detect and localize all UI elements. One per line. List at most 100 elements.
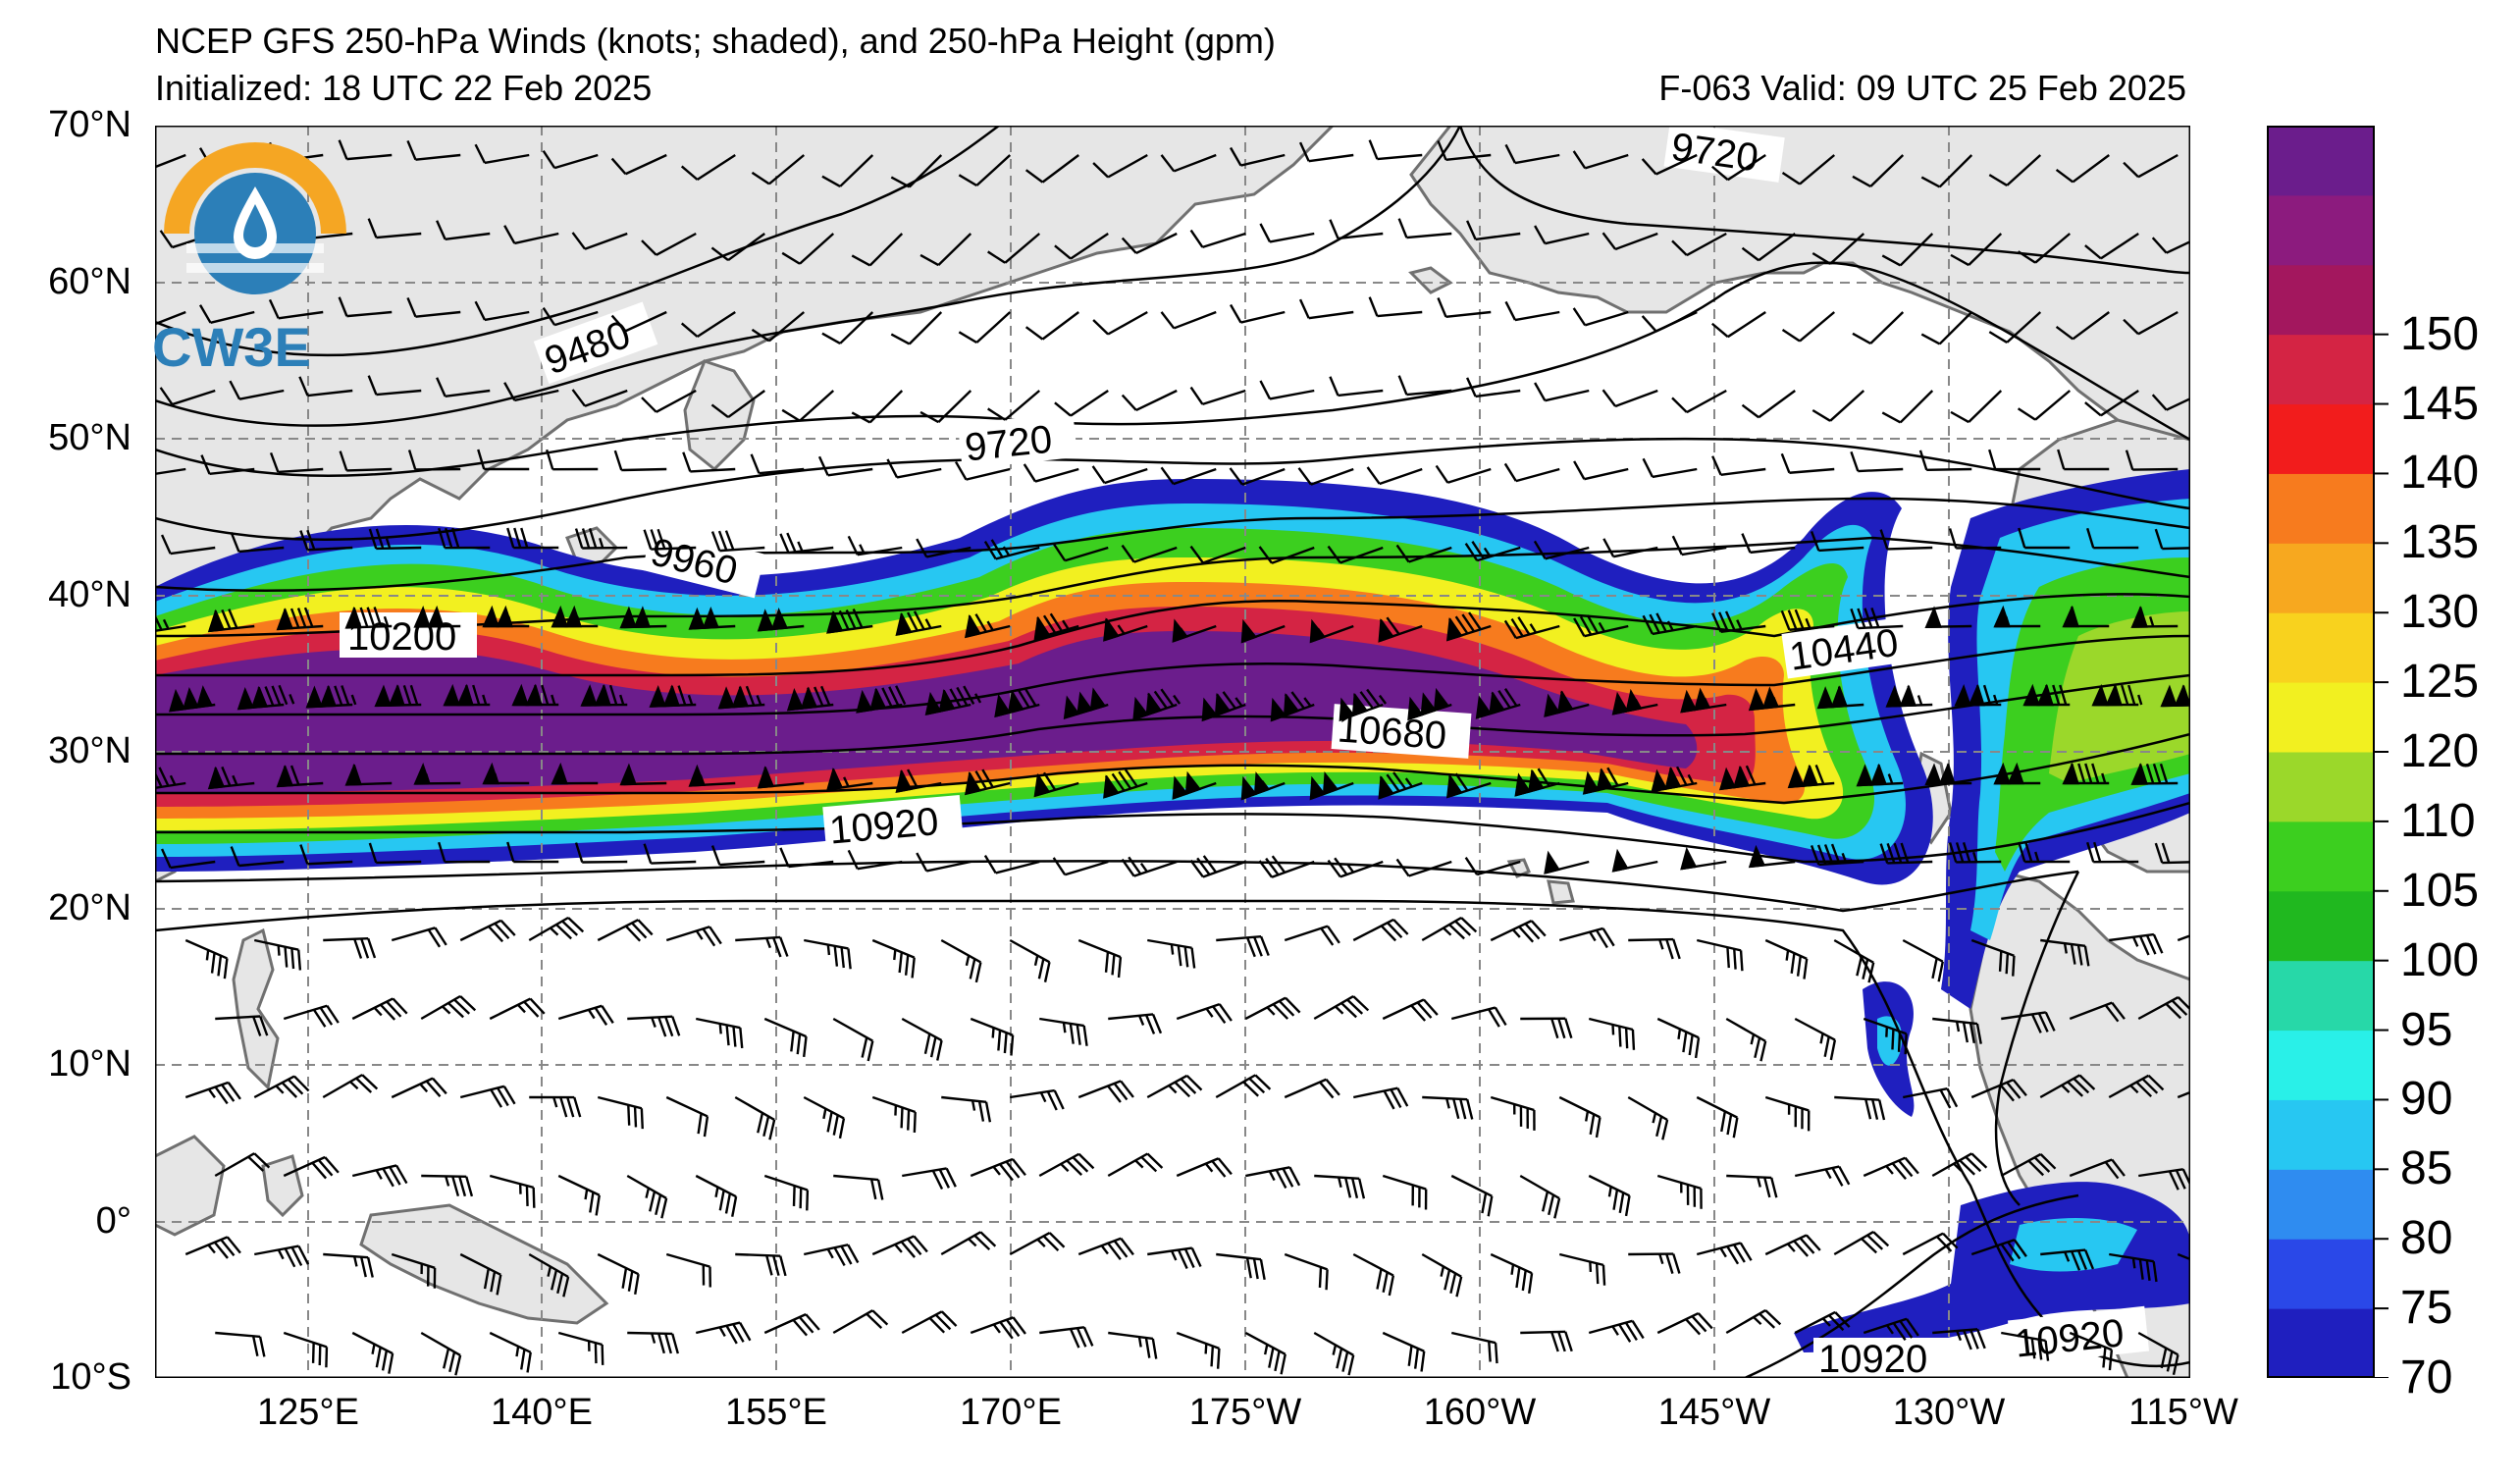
wind-barb xyxy=(916,538,971,558)
wind-barb xyxy=(1464,541,1521,562)
wind-barb xyxy=(2177,1252,2190,1272)
wind-barb xyxy=(940,1231,997,1256)
wind-barb xyxy=(1558,927,1615,949)
wind-barb xyxy=(1850,450,1904,473)
wind-barb xyxy=(1602,538,1658,558)
wind-barb xyxy=(964,768,1011,796)
contour-10560 xyxy=(155,732,2190,805)
colorbar-block xyxy=(2268,1169,2374,1240)
wind-barb xyxy=(1642,612,1698,636)
wind-barb xyxy=(1881,233,1934,267)
wind-barb xyxy=(1503,462,1560,483)
wind-barb xyxy=(2084,232,2139,260)
wind-barb xyxy=(1671,389,1727,414)
wind-barb xyxy=(528,1252,570,1298)
wind-barb xyxy=(2057,449,2110,471)
wind-barb xyxy=(901,1017,943,1061)
wind-barb xyxy=(1103,617,1148,642)
wind-barb xyxy=(1954,683,2002,707)
wind-barb xyxy=(871,938,916,979)
colorbar-tick-label: 105 xyxy=(2400,864,2480,917)
wind-barb xyxy=(1270,691,1315,722)
wind-barb xyxy=(1366,466,1423,486)
wind-barb xyxy=(610,153,667,176)
wind-barb xyxy=(1284,1078,1340,1099)
wind-barb xyxy=(1353,1086,1409,1110)
wind-barb xyxy=(1856,763,1904,787)
wind-barb xyxy=(443,683,491,707)
wind-barb xyxy=(253,1075,310,1099)
wind-barb xyxy=(1450,1331,1498,1364)
wind-barb xyxy=(2017,233,2072,264)
wind-barb xyxy=(474,143,530,165)
contour-label: 10920 xyxy=(1818,1338,1927,1378)
wind-barb xyxy=(597,919,654,942)
wind-barb xyxy=(407,450,461,471)
wind-barb xyxy=(229,380,285,400)
wind-barb xyxy=(1259,380,1315,400)
wind-barb xyxy=(1382,1174,1428,1210)
wind-barb xyxy=(1810,843,1864,867)
wind-barb xyxy=(1009,1232,1066,1256)
wind-barb xyxy=(1920,154,1973,188)
wind-barb xyxy=(1748,686,1796,712)
wind-barb xyxy=(542,307,599,327)
wind-barb xyxy=(571,389,628,407)
wind-barb xyxy=(1863,1156,1919,1180)
wind-barb xyxy=(1132,688,1181,721)
wind-barb xyxy=(511,683,559,707)
colorbar-tick-label: 90 xyxy=(2400,1073,2453,1126)
wind-barb xyxy=(1063,687,1109,719)
wind-barb xyxy=(1284,925,1340,946)
wind-barb xyxy=(2137,995,2190,1021)
wind-barb xyxy=(283,1331,329,1368)
wind-barb xyxy=(1382,998,1439,1022)
contour-10920-west xyxy=(1744,1193,2079,1378)
wind-barb xyxy=(665,926,722,947)
wind-barb xyxy=(323,1252,374,1278)
wind-barb xyxy=(2069,1001,2126,1023)
wind-barb xyxy=(821,154,874,187)
wind-barb xyxy=(1024,154,1079,184)
wind-barb xyxy=(322,1074,379,1099)
land-borneo xyxy=(155,1135,226,1237)
wind-barb xyxy=(1834,1095,1886,1121)
wind-barb xyxy=(1466,220,1521,241)
wind-barb xyxy=(1852,311,1905,345)
wind-barb xyxy=(1573,614,1629,638)
wind-barb xyxy=(1230,146,1286,167)
wind-barb xyxy=(2160,684,2190,708)
wind-barb xyxy=(1160,466,1217,486)
wind-barb xyxy=(871,1235,928,1258)
wind-barb xyxy=(374,684,422,708)
wind-barb xyxy=(1368,296,1423,318)
wind-barb xyxy=(902,1167,957,1191)
wind-barb xyxy=(901,1310,958,1335)
wind-barb xyxy=(1641,153,1698,176)
wind-barb xyxy=(230,846,285,868)
wind-barb xyxy=(1988,449,2041,471)
wind-barb xyxy=(1781,154,1836,185)
contour-10320 xyxy=(155,634,2190,716)
wind-barb xyxy=(2137,1331,2179,1375)
wind-barb xyxy=(886,458,942,479)
wind-barb xyxy=(665,1095,709,1138)
logo-ring xyxy=(164,142,346,235)
lon-tick: 130°W xyxy=(1892,1392,2006,1433)
wind-barb xyxy=(1795,1165,1851,1187)
wind-barb xyxy=(1503,616,1560,640)
wind-barb xyxy=(1216,934,1270,958)
colorbar-tick-label: 100 xyxy=(2400,933,2480,986)
wind-barb xyxy=(1009,938,1051,982)
colorbar-tick-label: 140 xyxy=(2400,447,2480,500)
wind-barb xyxy=(1160,153,1217,173)
wind-barb xyxy=(803,1244,860,1267)
wind-barb xyxy=(489,1174,536,1208)
wind-barb xyxy=(1327,545,1384,564)
wind-barb xyxy=(1189,229,1246,248)
wind-barb xyxy=(1656,1311,1713,1336)
lon-tick: 160°W xyxy=(1423,1392,1537,1433)
wind-barb xyxy=(1298,298,1354,320)
wind-barb xyxy=(1352,1252,1395,1297)
wind-barb xyxy=(580,683,628,707)
